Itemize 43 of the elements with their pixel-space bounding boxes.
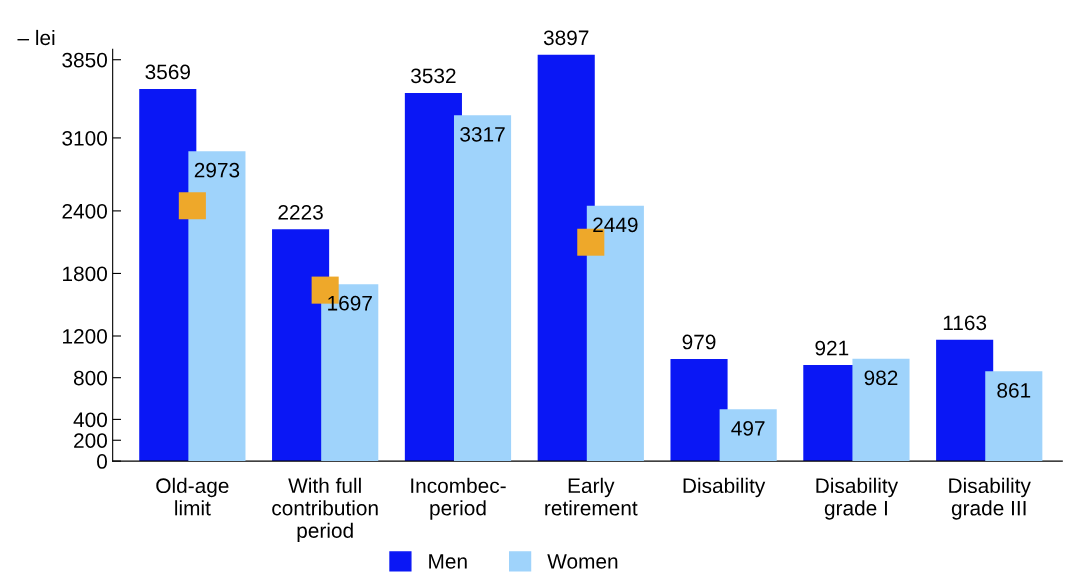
data-label: 1697 <box>328 295 372 311</box>
data-label: 3532 <box>411 68 456 84</box>
x-tick-label: Incombec- period <box>411 477 506 520</box>
bar <box>188 151 246 462</box>
data-label: 3569 <box>145 64 190 80</box>
y-axis-title: – lei <box>17 29 55 46</box>
bar <box>321 284 379 462</box>
bar <box>453 115 512 462</box>
data-label: 982 <box>864 370 898 386</box>
data-label: 921 <box>815 340 849 356</box>
data-label: 861 <box>997 383 1031 398</box>
data-label: 2449 <box>593 217 638 233</box>
y-tick-label: 3100 <box>62 130 107 146</box>
bar <box>537 54 595 462</box>
legend-label: Men <box>429 554 467 569</box>
bar <box>586 205 644 462</box>
bar <box>719 409 777 462</box>
bar <box>852 358 910 462</box>
y-tick-label: 200 <box>74 433 107 448</box>
x-tick-label: With full contribution period <box>272 477 378 543</box>
x-tick-label: Old-age limit <box>156 477 229 516</box>
bar <box>985 371 1043 462</box>
y-tick-label: 3850 <box>62 52 107 68</box>
legend-label: Women <box>547 554 618 569</box>
y-tick-label: 0 <box>97 454 107 469</box>
bar <box>670 359 728 462</box>
data-label: 2973 <box>194 162 240 178</box>
data-label: 3317 <box>460 126 505 142</box>
data-label: 497 <box>731 420 765 436</box>
x-tick-label: Disability grade III <box>949 477 1031 520</box>
data-label: 979 <box>682 334 716 350</box>
data-label: 1163 <box>943 315 987 331</box>
x-tick-label: Disability grade I <box>816 477 899 520</box>
data-label: 3897 <box>543 30 589 46</box>
y-tick-label: 1800 <box>63 266 107 282</box>
x-tick-label: Early retirement <box>545 477 638 516</box>
data-label: 2223 <box>278 204 323 220</box>
x-tick-label: Disability <box>683 477 766 498</box>
y-tick-label: 1200 <box>63 329 107 344</box>
y-tick-label: 2400 <box>62 203 107 219</box>
point <box>178 192 206 220</box>
y-tick-label: 400 <box>73 412 107 428</box>
y-tick-label: 800 <box>73 370 107 386</box>
